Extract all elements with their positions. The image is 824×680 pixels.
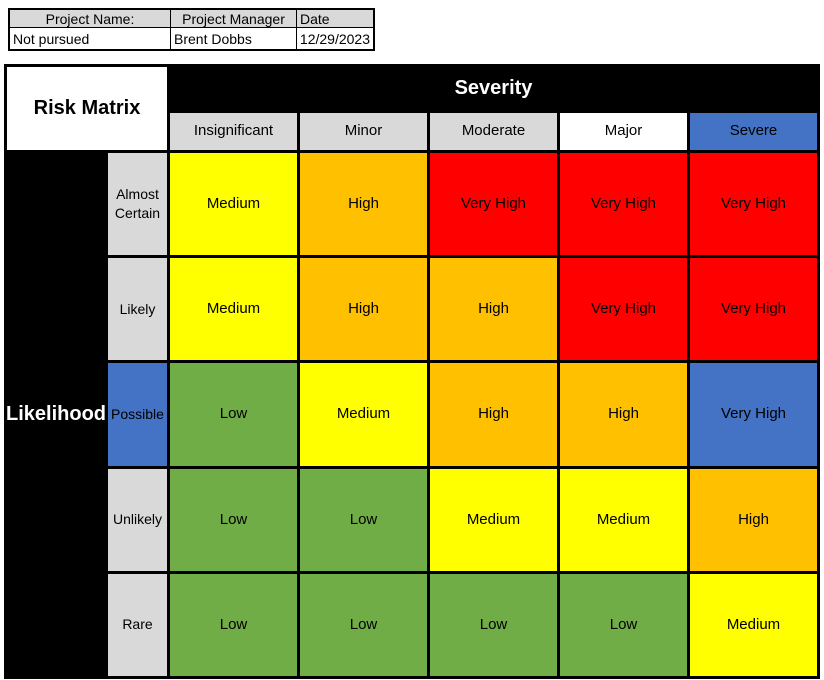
likelihood-header-possible[interactable]: Possible [108, 363, 167, 466]
risk-cell-almost-certain-major[interactable]: Very High [560, 153, 687, 256]
risk-matrix-title: Risk Matrix [7, 67, 167, 150]
severity-header-moderate[interactable]: Moderate [430, 113, 557, 150]
risk-cell-almost-certain-minor[interactable]: High [300, 153, 427, 256]
risk-cell-almost-certain-insignificant[interactable]: Medium [170, 153, 297, 256]
severity-header-major[interactable]: Major [560, 113, 687, 150]
likelihood-header-unlikely[interactable]: Unlikely [108, 468, 167, 571]
risk-cell-likely-insignificant[interactable]: Medium [170, 258, 297, 361]
severity-header-severe[interactable]: Severe [690, 113, 817, 150]
severity-header-insignificant[interactable]: Insignificant [170, 113, 297, 150]
risk-cell-almost-certain-moderate[interactable]: Very High [430, 153, 557, 256]
project-info-table: Project Name: Project Manager Date Not p… [8, 8, 375, 51]
risk-cell-likely-minor[interactable]: High [300, 258, 427, 361]
risk-cell-rare-moderate[interactable]: Low [430, 573, 557, 676]
date-value[interactable]: 12/29/2023 [299, 30, 370, 47]
risk-cell-likely-moderate[interactable]: High [430, 258, 557, 361]
risk-cell-rare-insignificant[interactable]: Low [170, 573, 297, 676]
project-manager-header: Project Manager [171, 10, 297, 28]
risk-cell-unlikely-major[interactable]: Medium [560, 468, 687, 571]
project-manager-value[interactable]: Brent Dobbs [171, 28, 297, 49]
risk-cell-unlikely-severe[interactable]: High [690, 468, 817, 571]
risk-cell-possible-major[interactable]: High [560, 363, 687, 466]
risk-cell-unlikely-minor[interactable]: Low [300, 468, 427, 571]
project-name-value[interactable]: Not pursued [10, 28, 171, 49]
risk-cell-possible-severe[interactable]: Very High [690, 363, 817, 466]
risk-cell-rare-severe[interactable]: Medium [690, 573, 817, 676]
likelihood-axis-title: Likelihood [6, 153, 106, 676]
risk-matrix-grid: Risk Matrix Severity Likelihood Insignif… [4, 64, 820, 679]
likelihood-header-almost-certain[interactable]: Almost Certain [108, 153, 167, 256]
likelihood-header-rare[interactable]: Rare [108, 573, 167, 676]
risk-cell-possible-minor[interactable]: Medium [300, 363, 427, 466]
risk-cell-likely-severe[interactable]: Very High [690, 258, 817, 361]
severity-header-minor[interactable]: Minor [300, 113, 427, 150]
date-header: Date [297, 10, 373, 28]
risk-cell-possible-moderate[interactable]: High [430, 363, 557, 466]
likelihood-header-likely[interactable]: Likely [108, 258, 167, 361]
risk-cell-unlikely-moderate[interactable]: Medium [430, 468, 557, 571]
risk-cell-possible-insignificant[interactable]: Low [170, 363, 297, 466]
risk-cell-rare-minor[interactable]: Low [300, 573, 427, 676]
risk-cell-likely-major[interactable]: Very High [560, 258, 687, 361]
risk-cell-unlikely-insignificant[interactable]: Low [170, 468, 297, 571]
risk-cell-rare-major[interactable]: Low [560, 573, 687, 676]
severity-axis-title: Severity [170, 67, 817, 110]
risk-cell-almost-certain-severe[interactable]: Very High [690, 153, 817, 256]
project-name-header: Project Name: [10, 10, 171, 28]
